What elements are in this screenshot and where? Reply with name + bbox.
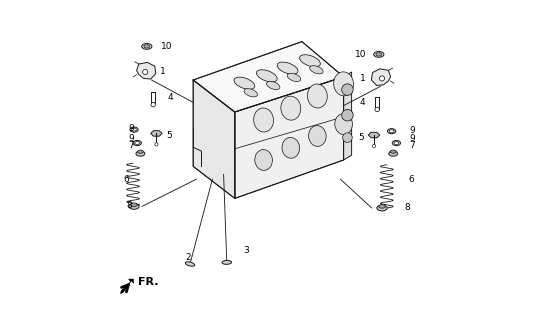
Ellipse shape: [136, 151, 145, 156]
Circle shape: [143, 69, 148, 75]
Ellipse shape: [135, 141, 140, 145]
Ellipse shape: [130, 127, 138, 132]
Ellipse shape: [307, 84, 327, 108]
Ellipse shape: [335, 114, 353, 134]
Polygon shape: [137, 62, 156, 79]
Ellipse shape: [144, 45, 150, 48]
Text: 1: 1: [360, 74, 366, 83]
Polygon shape: [235, 77, 343, 198]
Text: 5: 5: [359, 133, 364, 142]
Ellipse shape: [389, 151, 397, 156]
Ellipse shape: [244, 89, 258, 97]
Polygon shape: [372, 69, 390, 85]
Ellipse shape: [266, 81, 280, 90]
Ellipse shape: [129, 204, 139, 209]
Polygon shape: [193, 80, 235, 198]
Circle shape: [380, 76, 384, 81]
Ellipse shape: [287, 73, 301, 82]
Text: 9: 9: [128, 134, 134, 143]
Ellipse shape: [133, 140, 141, 146]
Text: 5: 5: [166, 132, 172, 140]
Ellipse shape: [389, 130, 394, 132]
Circle shape: [151, 102, 156, 107]
Ellipse shape: [254, 108, 274, 132]
Text: 1: 1: [160, 68, 165, 76]
Ellipse shape: [394, 141, 399, 145]
Ellipse shape: [300, 55, 320, 67]
Polygon shape: [193, 42, 343, 112]
Ellipse shape: [379, 205, 385, 208]
Text: 6: 6: [408, 175, 414, 184]
Ellipse shape: [277, 62, 298, 74]
Text: 3: 3: [243, 246, 248, 255]
Ellipse shape: [387, 129, 396, 134]
Ellipse shape: [376, 53, 382, 56]
Ellipse shape: [256, 70, 277, 82]
Ellipse shape: [222, 260, 232, 264]
Polygon shape: [120, 279, 134, 294]
Ellipse shape: [282, 138, 300, 158]
Text: 8: 8: [127, 201, 132, 210]
Ellipse shape: [138, 150, 143, 153]
Circle shape: [343, 133, 352, 142]
Ellipse shape: [255, 150, 272, 170]
Text: 10: 10: [354, 50, 366, 59]
Polygon shape: [151, 131, 162, 136]
Text: 9: 9: [128, 124, 134, 133]
Text: FR.: FR.: [138, 276, 158, 287]
Ellipse shape: [309, 66, 323, 74]
Circle shape: [155, 143, 158, 146]
Ellipse shape: [374, 52, 384, 57]
Circle shape: [373, 144, 376, 148]
Text: 9: 9: [409, 134, 415, 143]
Text: 7: 7: [409, 141, 415, 150]
Text: 4: 4: [167, 93, 173, 102]
Ellipse shape: [334, 72, 354, 96]
Ellipse shape: [281, 96, 301, 120]
Ellipse shape: [377, 205, 387, 211]
Ellipse shape: [390, 150, 396, 153]
Text: 9: 9: [409, 126, 415, 135]
Polygon shape: [368, 132, 380, 138]
Text: 4: 4: [359, 98, 364, 107]
Text: 6: 6: [124, 175, 130, 184]
Ellipse shape: [308, 126, 326, 146]
Ellipse shape: [131, 203, 137, 207]
Text: 7: 7: [128, 141, 134, 150]
Polygon shape: [343, 72, 352, 160]
Ellipse shape: [392, 140, 401, 146]
Circle shape: [375, 107, 380, 112]
Ellipse shape: [234, 77, 255, 89]
Ellipse shape: [132, 128, 137, 131]
Text: 2: 2: [185, 253, 191, 262]
Circle shape: [342, 109, 353, 121]
Ellipse shape: [185, 262, 194, 266]
Circle shape: [342, 84, 353, 95]
Text: 10: 10: [161, 42, 173, 51]
Text: 8: 8: [404, 204, 410, 212]
Ellipse shape: [141, 44, 152, 49]
